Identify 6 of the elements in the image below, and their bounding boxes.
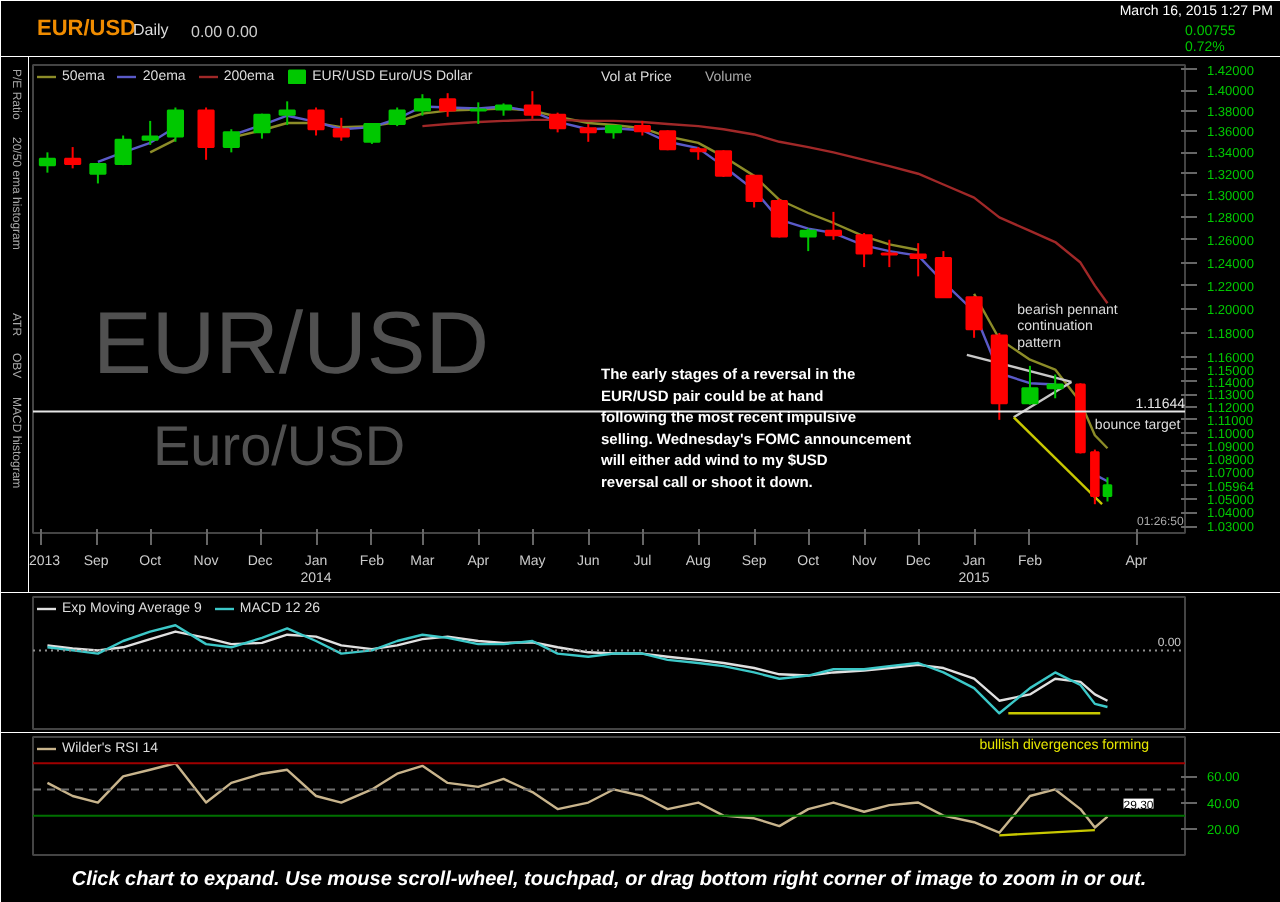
chart-subtitle: Daily [133,21,169,39]
chart-title: EUR/USD [37,17,137,41]
annotation: Euro/USD [153,415,406,477]
text: EUR/USD [93,295,490,393]
text: 0.00 0.00 [191,23,259,41]
text: Click chart to expand. Use mouse scroll-wheel, touchpad, or drag bottom right corner of image to zoom in or out. [71,869,1147,891]
